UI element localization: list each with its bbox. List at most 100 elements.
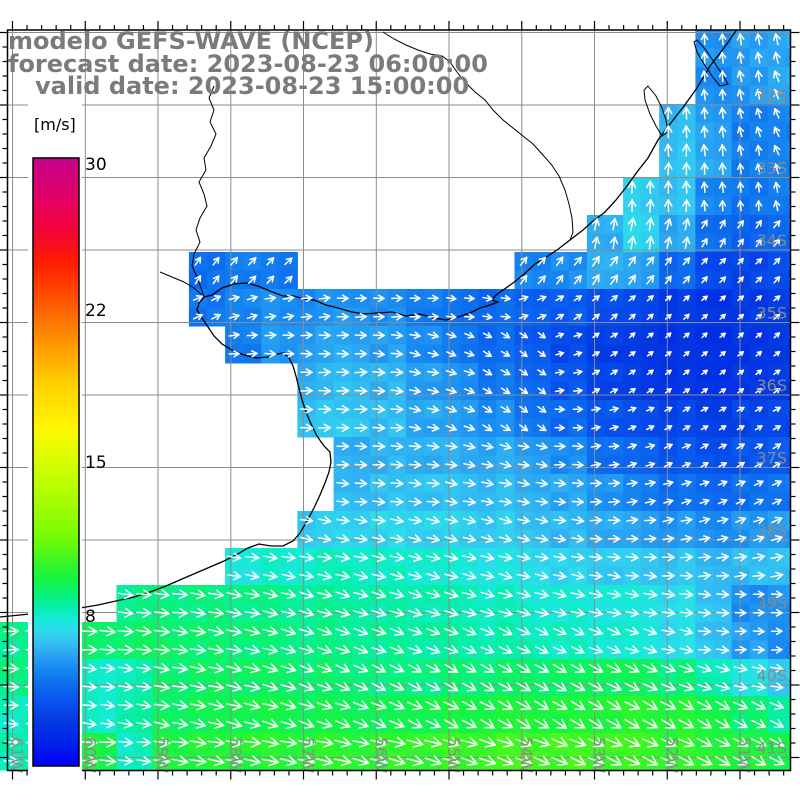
wind-arrow-shaft [537, 405, 547, 413]
wind-arrow [571, 645, 585, 655]
wind-arrow-head [684, 479, 692, 483]
wind-arrow-head [105, 705, 115, 710]
wind-arrow-head [488, 718, 495, 729]
wind-arrow-head [487, 332, 493, 339]
wind-arrow-head [502, 671, 513, 673]
wind-arrow-head [395, 371, 404, 377]
wind-arrow-head [651, 663, 658, 673]
wind-arrow [591, 388, 600, 394]
wind-arrow-shaft [82, 704, 97, 707]
wind-arrow-head [722, 480, 728, 487]
wind-arrow [194, 256, 202, 266]
wind-arrow-head [649, 444, 656, 450]
wind-arrow-head [520, 708, 532, 711]
wind-arrow-head [757, 593, 765, 599]
wind-arrow-head [467, 557, 477, 562]
wind-arrow-head [143, 626, 152, 634]
wind-arrow [537, 350, 546, 357]
wind-arrow [682, 143, 691, 157]
wind-arrow [755, 295, 763, 302]
wind-arrow-shaft [262, 628, 279, 634]
wind-arrow-shaft [153, 684, 170, 689]
wind-arrow-head [396, 552, 405, 560]
wind-arrow [336, 386, 350, 396]
wind-arrow [354, 534, 368, 544]
wind-arrow-shaft [499, 517, 512, 523]
wind-arrow [353, 571, 369, 581]
wind-arrow-head [577, 389, 583, 395]
wind-arrow-head [645, 217, 652, 225]
wind-arrow-head [774, 51, 781, 58]
wind-arrow-head [178, 631, 188, 637]
wind-arrow-head [646, 256, 655, 261]
wind-arrow [481, 442, 494, 451]
wind-arrow [480, 663, 495, 673]
wind-arrow-shaft [516, 573, 531, 578]
wind-arrow-head [416, 663, 423, 673]
wind-arrow [772, 443, 782, 450]
wind-arrow-head [502, 708, 514, 710]
wind-arrow-head [721, 612, 730, 618]
wind-arrow [716, 516, 729, 525]
wind-arrow-shaft [497, 719, 514, 729]
wind-arrow-head [430, 689, 441, 692]
wind-arrow-shaft [336, 481, 350, 485]
wind-arrow-head [286, 742, 298, 748]
wind-arrow [445, 331, 457, 339]
wind-arrow-shaft [446, 351, 457, 357]
wind-arrow [444, 663, 459, 673]
wind-arrow-head [87, 668, 97, 673]
wind-arrow-head [467, 336, 475, 339]
wind-arrow [589, 571, 603, 581]
wind-arrow [480, 608, 495, 618]
wind-arrow-head [505, 552, 513, 560]
wind-arrow [646, 350, 654, 357]
wind-arrow-head [685, 553, 693, 558]
wind-arrow [408, 460, 422, 469]
wind-arrow-head [682, 218, 689, 225]
wind-arrow-shaft [335, 646, 351, 653]
wind-arrow-head [449, 502, 458, 506]
wind-arrow-shaft [608, 445, 620, 448]
wind-arrow-shaft [642, 683, 658, 691]
wind-arrow-head [737, 726, 748, 729]
wind-arrow [625, 645, 640, 655]
wind-arrow-shaft [739, 51, 743, 64]
wind-arrow-shaft [389, 701, 405, 710]
wind-arrow-shaft [408, 500, 422, 504]
wind-arrow-shaft [335, 664, 350, 673]
wind-arrow-shaft [406, 758, 424, 764]
wind-arrow [663, 443, 673, 450]
wind-arrow-head [592, 274, 600, 279]
wind-arrow-head [721, 125, 727, 133]
wind-arrow-head [538, 726, 550, 729]
wind-arrow-shaft [552, 591, 567, 597]
wind-arrow-head [559, 333, 565, 339]
wind-arrow-shaft [353, 646, 369, 654]
wind-arrow-head [630, 557, 639, 562]
wind-arrow-head [269, 349, 277, 355]
wind-arrow-shaft [497, 700, 514, 710]
wind-arrow-head [323, 405, 332, 411]
wind-arrow-head [288, 755, 297, 764]
wind-arrow-head [414, 442, 422, 448]
wind-arrow-head [449, 613, 459, 618]
wind-arrow-head [270, 700, 279, 708]
wind-arrow-head [578, 663, 586, 673]
wind-arrow [246, 294, 258, 302]
wind-arrow [752, 645, 765, 654]
wind-arrow [318, 313, 331, 321]
wind-arrow [371, 552, 387, 562]
wind-arrow [534, 645, 549, 655]
wind-arrow [354, 349, 368, 358]
wind-arrow [737, 369, 745, 376]
wind-arrow-head [305, 349, 313, 355]
wind-arrow [443, 645, 459, 655]
wind-arrow-head [613, 608, 622, 615]
wind-arrow-shaft [282, 315, 295, 319]
wind-arrow-head [10, 648, 19, 655]
wind-arrow-head [375, 689, 386, 692]
wind-arrow-head [666, 479, 674, 483]
wind-arrow [354, 368, 368, 377]
wind-arrow-shaft [594, 236, 598, 250]
